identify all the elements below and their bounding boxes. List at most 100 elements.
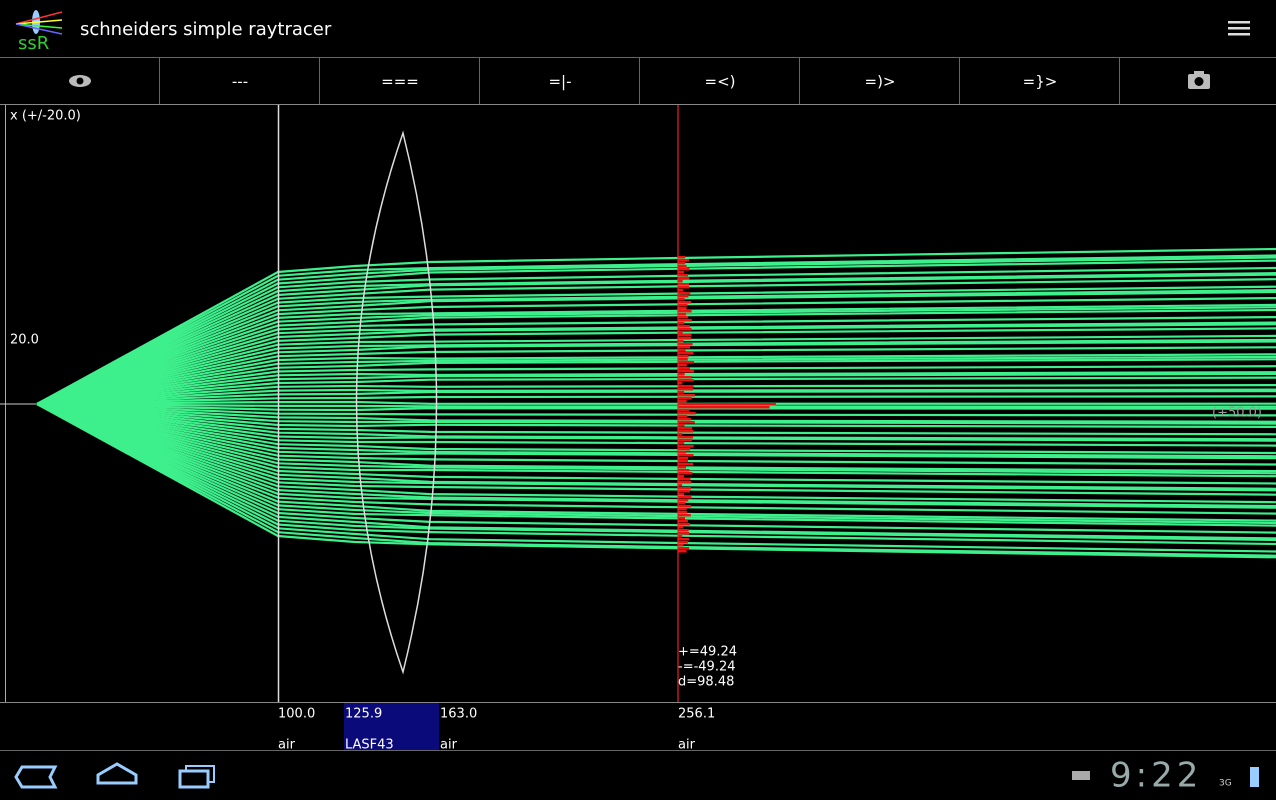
histogram-bar: [678, 298, 685, 301]
histogram-bar: [678, 394, 695, 397]
histogram-bar: [678, 310, 692, 313]
app-title: schneiders simple raytracer: [80, 19, 332, 40]
element[interactable]: 256.1 air: [678, 707, 715, 753]
histogram-bar: [678, 484, 683, 487]
histogram-bar: [678, 352, 694, 355]
ray: [36, 402, 1276, 408]
menu-icon-bar: [1228, 27, 1250, 30]
toolbar-button[interactable]: ===: [381, 73, 419, 91]
toolbar-button[interactable]: =)>: [865, 73, 896, 91]
histogram-bar: [678, 439, 692, 442]
histogram-bar: [678, 403, 776, 406]
histogram-bar: [678, 277, 690, 280]
ray: [36, 272, 1276, 405]
ray: [36, 403, 1276, 540]
histogram-bar: [678, 307, 687, 310]
histogram-bar: [678, 469, 690, 472]
histogram-bar: [678, 421, 695, 424]
spot-histogram: [678, 256, 776, 553]
toolbar: --- === =|- =<) =)> =}>: [69, 58, 1210, 104]
histogram-bar: [678, 397, 692, 400]
toolbar-button[interactable]: =}>: [1023, 73, 1058, 91]
result: -=-49.24: [678, 660, 736, 675]
element[interactable]: 100.0 air: [278, 707, 315, 753]
histogram-bar: [678, 457, 689, 460]
element[interactable]: 125.9 LASF43: [345, 707, 394, 753]
ray: [36, 402, 1276, 496]
histogram-bar: [678, 445, 694, 448]
ray: [36, 402, 1276, 515]
histogram-bar: [678, 295, 689, 298]
ray: [36, 402, 1276, 525]
rays: [36, 247, 1276, 559]
histogram-bar: [678, 526, 684, 529]
ray: [36, 273, 1276, 406]
ray: [36, 402, 1276, 458]
histogram-bar: [678, 358, 688, 361]
ray: [36, 390, 1276, 406]
histogram-bar: [678, 340, 684, 343]
ray: [36, 290, 1276, 406]
tick-label: 20.0: [10, 333, 39, 348]
ray: [36, 247, 1276, 405]
histogram-bar: [678, 478, 691, 481]
histogram-bar: [678, 454, 694, 457]
histogram-bar: [678, 376, 692, 379]
menu-icon-bar: [1228, 21, 1250, 24]
back-button[interactable]: [14, 765, 58, 789]
toolbar-button[interactable]: =<): [705, 73, 736, 91]
ray: [36, 256, 1276, 405]
histogram-bar: [678, 349, 686, 352]
toolbar-button[interactable]: =|-: [548, 73, 571, 91]
histogram-bar: [678, 436, 694, 439]
ray: [36, 403, 1276, 542]
histogram-bar: [678, 415, 688, 418]
ray: [36, 371, 1276, 406]
histogram-bar: [678, 547, 690, 550]
histogram-bar: [678, 487, 692, 490]
histogram-bar: [678, 550, 687, 553]
element-position: 125.9: [345, 707, 382, 722]
ray: [36, 402, 1276, 522]
ray: [36, 353, 1276, 406]
ray: [36, 402, 1276, 508]
recents-button[interactable]: [178, 765, 215, 789]
home-button[interactable]: [96, 762, 138, 785]
glass-highlight: [344, 703, 439, 750]
element[interactable]: 163.0 air: [440, 707, 477, 753]
histogram-bar: [678, 448, 691, 451]
histogram-bar: [678, 412, 696, 415]
histogram-bar: [678, 433, 683, 436]
logo-ray: [15, 19, 63, 25]
button-label: =}>: [1023, 73, 1058, 91]
menu-button[interactable]: [1228, 21, 1250, 36]
ray: [36, 266, 1276, 405]
button-label: =)>: [865, 73, 896, 91]
ray: [36, 334, 1276, 406]
histogram-bar: [678, 325, 690, 328]
histogram-bar: [678, 508, 687, 511]
toolbar-button[interactable]: ---: [232, 73, 248, 91]
battery-icon: [1250, 767, 1259, 787]
histogram-bar: [678, 418, 691, 421]
histogram-bar: [678, 328, 692, 331]
histogram-bar: [678, 385, 694, 388]
ray: [36, 384, 1276, 406]
histogram-bar: [678, 472, 693, 475]
ray: [36, 402, 1276, 425]
right-label: (+50.0): [1212, 406, 1262, 421]
histogram-bar: [678, 529, 689, 532]
element-position: 256.1: [678, 707, 715, 722]
camera-button[interactable]: [1188, 71, 1210, 89]
ray: [36, 403, 1276, 553]
histogram-bar: [678, 322, 685, 325]
ray: [36, 402, 1276, 442]
histogram-bar: [678, 406, 770, 409]
ray: [36, 402, 1276, 417]
eye-button[interactable]: [69, 75, 91, 87]
lens: [355, 130, 438, 675]
ray: [36, 340, 1276, 406]
ray: [36, 402, 1276, 490]
